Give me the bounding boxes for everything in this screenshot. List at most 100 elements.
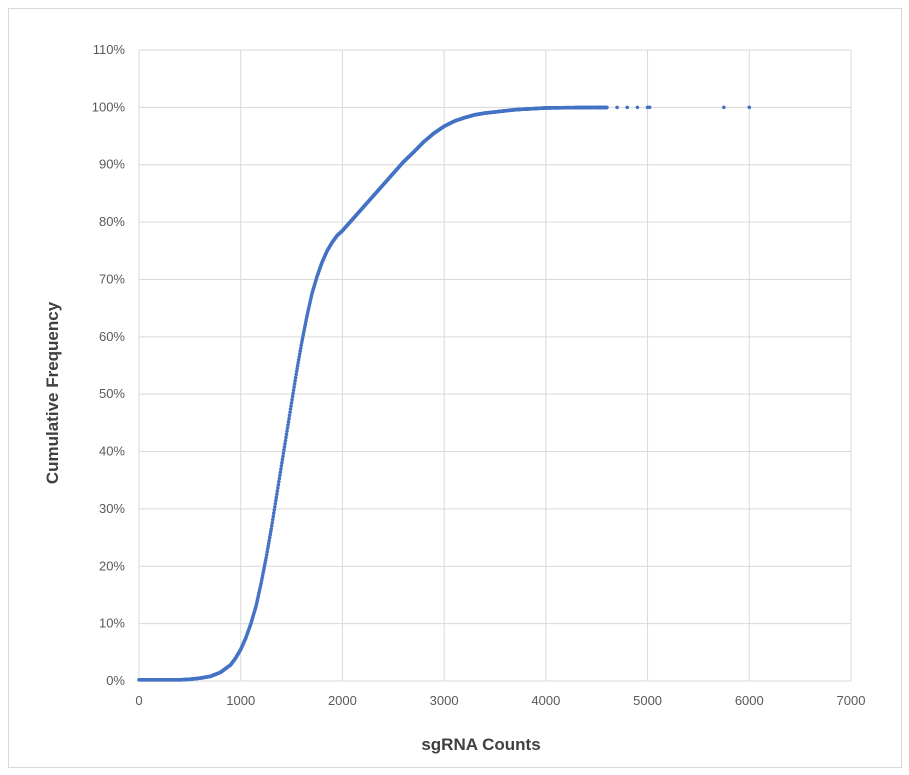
- x-axis-title: sgRNA Counts: [421, 735, 540, 754]
- x-tick-label: 6000: [735, 693, 764, 708]
- data-point: [280, 460, 284, 465]
- data-point: [279, 464, 284, 468]
- data-point: [282, 445, 287, 449]
- data-point: [265, 550, 269, 554]
- data-point: [290, 394, 295, 399]
- data-point: [625, 105, 630, 110]
- data-point: [281, 451, 286, 456]
- data-point: [268, 530, 273, 534]
- chart-frame: [8, 8, 902, 768]
- data-point: [295, 363, 300, 368]
- data-point: [275, 489, 280, 493]
- y-axis-title: Cumulative Frequency: [43, 301, 62, 484]
- data-point: [274, 498, 278, 503]
- x-tick-label: 3000: [430, 693, 459, 708]
- data-point: [615, 105, 619, 110]
- data-point: [267, 538, 271, 543]
- data-point: [272, 508, 277, 512]
- data-point: [270, 520, 275, 525]
- data-point: [298, 346, 303, 351]
- data-point: [295, 366, 299, 371]
- data-point: [279, 467, 283, 471]
- data-point: [278, 473, 282, 478]
- data-point: [298, 349, 303, 353]
- x-tick-label: 5000: [633, 693, 662, 708]
- data-point: [265, 547, 270, 551]
- data-points: [137, 105, 752, 682]
- data-point: [299, 343, 304, 348]
- data-point: [269, 527, 274, 531]
- data-point: [283, 442, 287, 446]
- y-tick-label: 70%: [99, 271, 125, 286]
- y-tick-label: 110%: [93, 42, 126, 57]
- data-point: [290, 397, 294, 402]
- y-tick-label: 0%: [106, 673, 125, 688]
- data-point: [269, 524, 274, 528]
- data-point: [284, 435, 288, 440]
- data-point: [285, 426, 290, 430]
- data-point: [266, 544, 270, 548]
- data-point: [289, 400, 294, 405]
- x-tick-labels: 0 1000 2000 3000 4000 5000 6000 7000: [135, 693, 865, 708]
- data-point: [286, 419, 291, 424]
- data-point: [635, 105, 640, 110]
- data-point: [722, 105, 726, 110]
- data-point: [264, 553, 269, 557]
- y-tick-label: 100%: [92, 99, 126, 114]
- data-point: [268, 532, 273, 537]
- data-point: [276, 483, 281, 487]
- data-point: [296, 360, 300, 365]
- data-point: [277, 479, 281, 484]
- y-tick-labels: 0% 10% 20% 30% 40% 50% 60% 70% 80% 90% 100% 110%: [92, 42, 126, 688]
- data-point: [274, 495, 279, 500]
- data-point: [270, 517, 275, 522]
- data-point: [267, 535, 272, 540]
- data-point: [294, 372, 298, 377]
- x-tick-label: 7000: [837, 693, 866, 708]
- data-point: [296, 357, 301, 362]
- data-point: [281, 454, 285, 459]
- data-point: [271, 511, 276, 516]
- gridlines: [138, 49, 852, 682]
- data-point: [282, 448, 286, 452]
- data-point: [264, 555, 268, 560]
- data-point: [286, 423, 290, 427]
- data-point: [291, 388, 296, 392]
- data-point: [277, 476, 282, 481]
- data-point: [272, 505, 277, 509]
- x-tick-label: 2000: [328, 693, 357, 708]
- y-tick-label: 10%: [99, 616, 125, 631]
- y-tick-label: 60%: [99, 329, 125, 344]
- data-point: [278, 470, 283, 475]
- data-point: [293, 378, 297, 383]
- y-tick-label: 40%: [99, 444, 125, 459]
- data-point: [280, 457, 285, 462]
- data-point: [288, 407, 293, 411]
- x-tick-label: 4000: [531, 693, 560, 708]
- data-point: [287, 416, 291, 421]
- data-point: [294, 369, 299, 374]
- data-point: [297, 355, 302, 359]
- data-point: [605, 105, 609, 110]
- data-point: [288, 410, 292, 415]
- data-point: [292, 382, 297, 386]
- data-point: [275, 492, 279, 497]
- x-tick-label: 1000: [226, 693, 255, 708]
- x-tick-label: 0: [135, 693, 142, 708]
- data-point: [283, 438, 288, 443]
- y-tick-label: 90%: [99, 157, 125, 172]
- data-point: [747, 105, 752, 110]
- data-point: [273, 501, 278, 506]
- data-point: [647, 105, 652, 110]
- y-tick-label: 20%: [99, 558, 125, 573]
- y-tick-label: 30%: [99, 501, 125, 516]
- data-point: [266, 541, 271, 546]
- data-point: [292, 385, 296, 389]
- data-point: [293, 375, 298, 380]
- data-point: [287, 413, 292, 418]
- data-point: [289, 404, 293, 408]
- data-point: [276, 486, 280, 490]
- data-point: [291, 391, 295, 396]
- data-point: [297, 352, 302, 356]
